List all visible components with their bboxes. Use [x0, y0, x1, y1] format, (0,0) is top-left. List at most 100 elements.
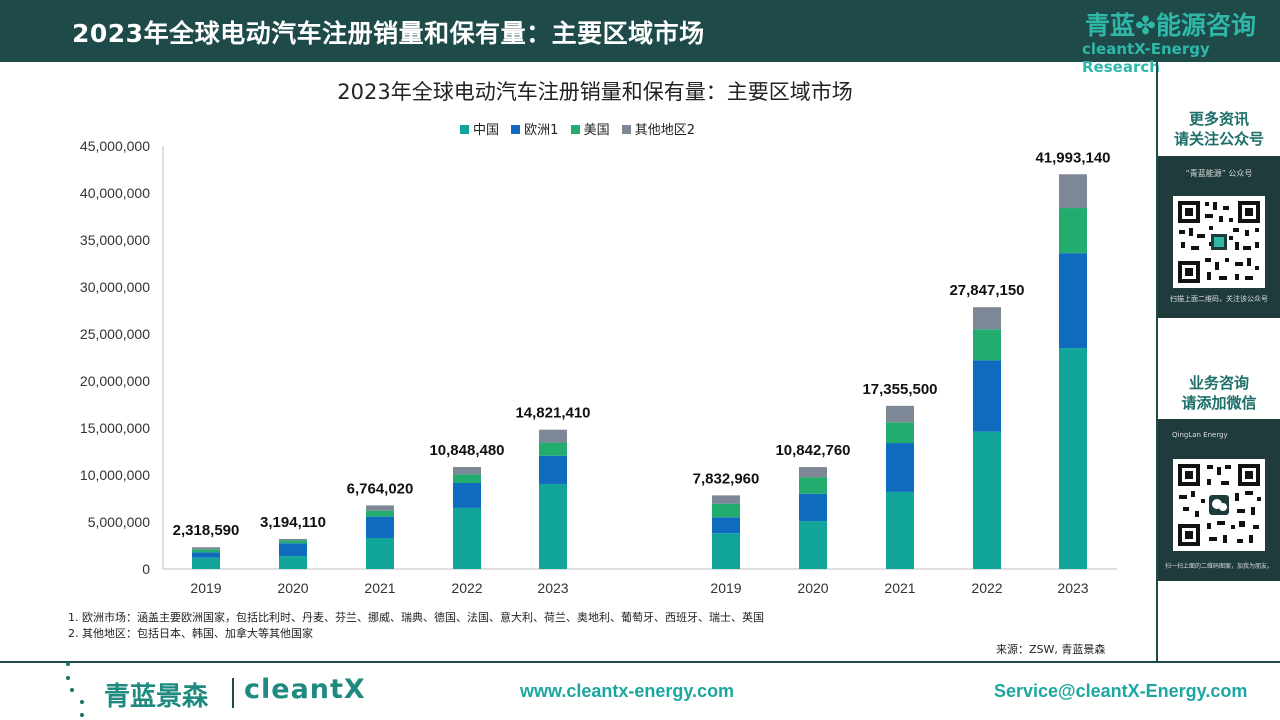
- wechat-contact-qr-panel: QingLan Energy 扫一扫上面的二维码图案，加我为朋友。: [1158, 419, 1280, 581]
- sidebar-divider: [1156, 62, 1158, 662]
- bar-segment-other: [1059, 174, 1087, 209]
- bar-segment-usa: [886, 422, 914, 444]
- footer-email-link[interactable]: Service@cleantX-Energy.com: [994, 681, 1248, 701]
- y-tick-label: 45,000,000: [80, 138, 150, 154]
- bar-stack: [1059, 174, 1087, 569]
- x-tick-label: 2022: [971, 580, 1002, 596]
- x-tick-label: 2021: [884, 580, 915, 596]
- bar-segment-europe: [192, 552, 220, 558]
- footer-logo-cn: 青蓝景森: [104, 682, 209, 712]
- footnote-europe: 1. 欧洲市场：涵盖主要欧洲国家，包括比利时、丹麦、芬兰、挪威、瑞典、德国、法国…: [68, 611, 764, 624]
- bar-stack: [539, 429, 567, 569]
- footnote-other: 2. 其他地区：包括日本、韩国、加拿大等其他国家: [68, 627, 313, 640]
- bar-segment-other: [799, 467, 827, 478]
- x-tick-label: 2019: [190, 580, 221, 596]
- x-tick-label: 2023: [537, 580, 568, 596]
- y-tick-label: 25,000,000: [80, 326, 150, 342]
- bar-segment-usa: [366, 510, 394, 517]
- sidebar-contact-title: 业务咨询 请添加微信: [1158, 373, 1280, 413]
- footer-logo-en: cleantX: [244, 674, 366, 705]
- y-tick-label: 35,000,000: [80, 232, 150, 248]
- x-tick-label: 2020: [797, 580, 828, 596]
- footer-logo-separator: [232, 678, 234, 708]
- legend-swatch-china: [460, 125, 469, 134]
- x-tick-label: 2020: [277, 580, 308, 596]
- bar-segment-other: [886, 405, 914, 423]
- bar-segment-china: [799, 521, 827, 569]
- bar-segment-china: [539, 483, 567, 569]
- x-tick-label: 2022: [451, 580, 482, 596]
- legend-item-europe: 欧洲1: [511, 119, 558, 138]
- bar-segment-china: [712, 533, 740, 569]
- y-tick-label: 20,000,000: [80, 373, 150, 389]
- y-tick-label: 40,000,000: [80, 185, 150, 201]
- wechat-account-qr-panel: “青蓝能源” 公众号 扫描上面二维码，关注该公众号: [1158, 156, 1280, 318]
- bar-stack: [192, 547, 220, 569]
- sidebar-contact-line2: 请添加微信: [1181, 394, 1257, 412]
- bar-stack: [712, 495, 740, 569]
- bar-segment-europe: [539, 455, 567, 484]
- legend-label-usa: 美国: [583, 123, 610, 138]
- chart-total-labels: 2,318,590 3,194,110 6,764,020 10,848,480 14,…: [173, 149, 1111, 539]
- sidebar-follow-line2: 请关注公众号: [1173, 130, 1264, 148]
- legend-item-usa: 美国: [570, 119, 610, 138]
- brand-logo-en: cleantX-Energy Research: [1082, 40, 1210, 76]
- chart-bars: [192, 174, 1087, 569]
- page-title: 2023年全球电动汽车注册销量和保有量：主要区域市场: [72, 19, 705, 48]
- legend-label-china: 中国: [473, 123, 500, 138]
- legend-swatch-europe: [511, 125, 521, 134]
- chart-title: 2023年全球电动汽车注册销量和保有量：主要区域市场: [337, 80, 853, 104]
- bar-segment-other: [192, 547, 220, 550]
- sidebar-follow-line1: 更多资讯: [1188, 110, 1249, 128]
- chart-legend: 中国 欧洲1 美国 其他地区2: [460, 119, 703, 138]
- legend-label-other: 其他地区2: [634, 123, 696, 138]
- bar-total-label: 10,848,480: [429, 442, 504, 459]
- bar-segment-other: [712, 495, 740, 504]
- bar-total-label: 17,355,500: [862, 381, 937, 398]
- bar-segment-china: [973, 431, 1001, 569]
- bar-segment-other: [539, 429, 567, 443]
- bar-total-label: 2,318,590: [173, 522, 240, 539]
- bar-segment-usa: [973, 329, 1001, 361]
- bar-segment-china: [1059, 348, 1087, 569]
- footer-website-link[interactable]: www.cleantx-energy.com: [520, 681, 735, 701]
- bar-total-label: 27,847,150: [949, 282, 1024, 299]
- source-note: 来源：ZSW, 青蓝景森: [996, 643, 1106, 656]
- y-tick-label: 0: [142, 561, 150, 577]
- bar-segment-other: [366, 505, 394, 511]
- x-tick-label: 2021: [364, 580, 395, 596]
- chart-axes: 0 5,000,000 10,000,000 15,000,000 20,000,000…: [80, 138, 1117, 596]
- bar-segment-usa: [453, 474, 481, 483]
- bar-segment-europe: [453, 482, 481, 508]
- footer-divider: [0, 661, 1280, 663]
- bar-total-label: 10,842,760: [775, 442, 850, 459]
- bar-segment-usa: [539, 442, 567, 456]
- bar-total-label: 6,764,020: [347, 480, 414, 497]
- bar-segment-europe: [366, 516, 394, 538]
- bar-stack: [799, 467, 827, 569]
- legend-item-other: 其他地区2: [621, 119, 696, 138]
- y-tick-label: 5,000,000: [88, 514, 150, 530]
- bar-segment-usa: [799, 477, 827, 494]
- y-tick-label: 10,000,000: [80, 467, 150, 483]
- qr-caption-top: “青蓝能源” 公众号: [1185, 169, 1253, 178]
- bar-segment-china: [279, 556, 307, 569]
- bar-segment-europe: [799, 493, 827, 522]
- bar-segment-usa: [279, 540, 307, 544]
- bar-segment-europe: [712, 517, 740, 534]
- stacked-bar-chart: 0 5,000,000 10,000,000 15,000,000 20,000,000…: [80, 138, 1117, 596]
- legend-swatch-usa: [570, 125, 580, 134]
- legend-item-china: 中国: [460, 119, 499, 138]
- bar-stack: [453, 467, 481, 569]
- bar-stack: [279, 538, 307, 569]
- bar-segment-other: [279, 538, 307, 541]
- x-tick-label: 2023: [1057, 580, 1088, 596]
- brand-name-left: 青蓝: [1085, 11, 1136, 40]
- bar-segment-usa: [712, 503, 740, 518]
- y-tick-label: 15,000,000: [80, 420, 150, 436]
- bar-segment-usa: [192, 549, 220, 553]
- bar-total-label: 41,993,140: [1035, 149, 1110, 166]
- bar-segment-europe: [973, 360, 1001, 432]
- x-tick-label: 2019: [710, 580, 741, 596]
- bar-segment-usa: [1059, 208, 1087, 254]
